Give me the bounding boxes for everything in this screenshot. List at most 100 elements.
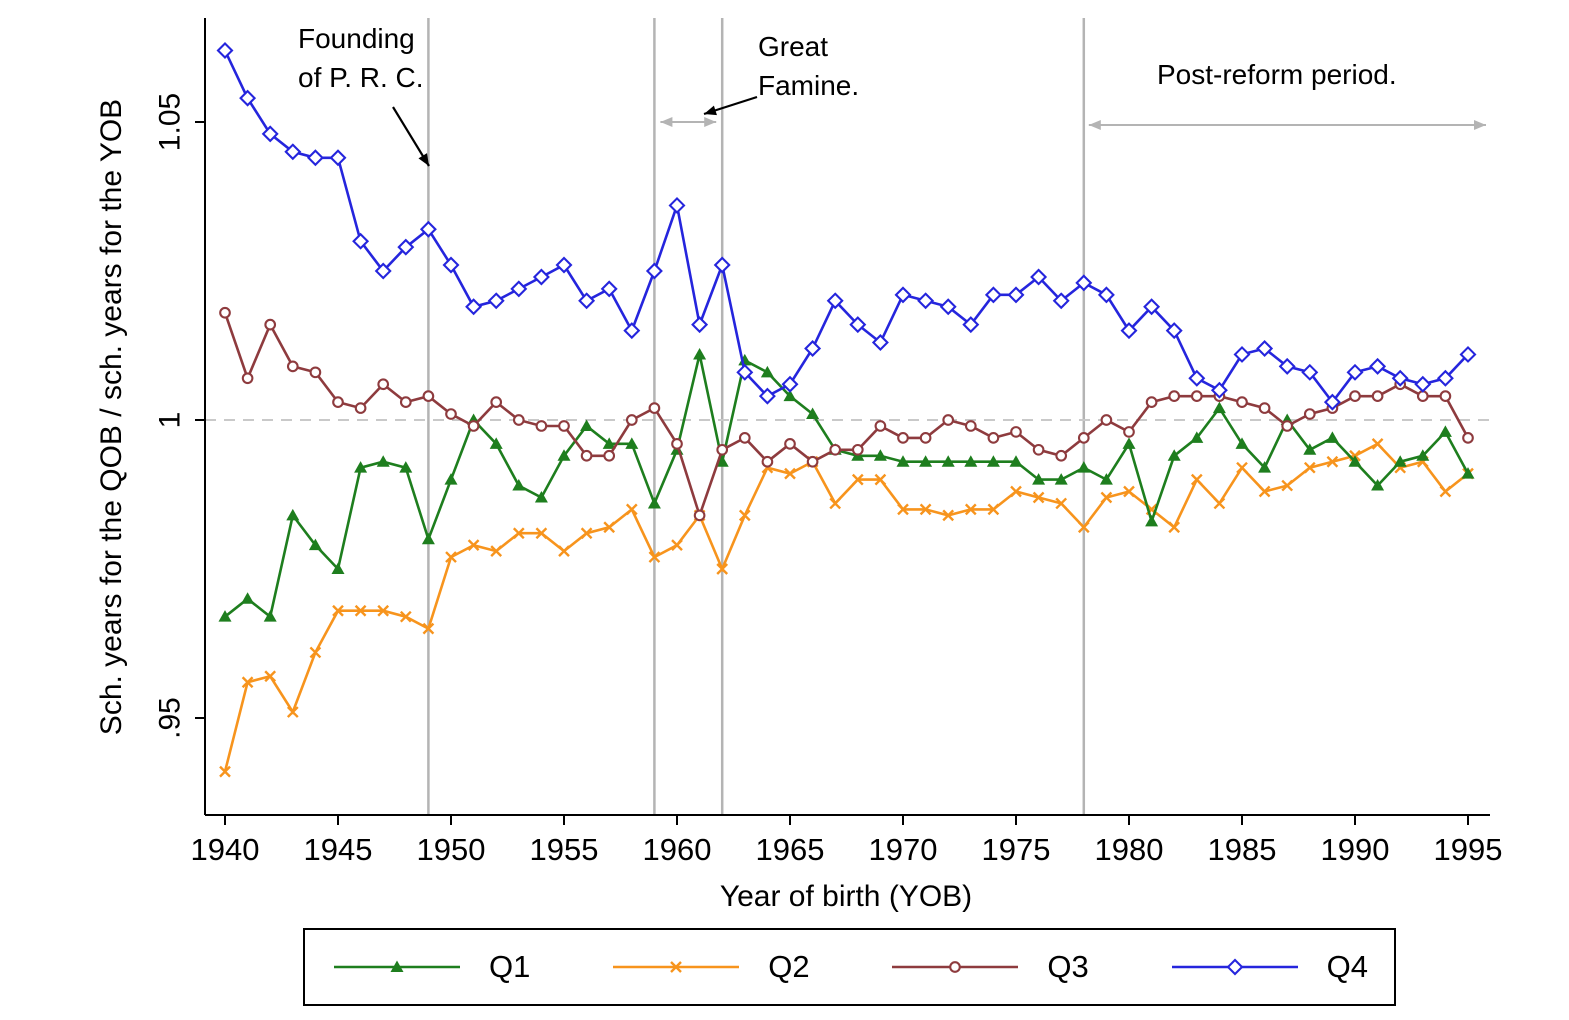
x-marker bbox=[1281, 479, 1294, 492]
diamond-marker bbox=[826, 292, 844, 310]
legend-label-q1: Q1 bbox=[489, 949, 531, 984]
x-marker bbox=[784, 467, 796, 480]
x-marker bbox=[919, 503, 932, 516]
circle-marker bbox=[490, 396, 503, 408]
diamond-marker bbox=[600, 280, 618, 298]
x-marker bbox=[1190, 473, 1203, 486]
diamond-marker bbox=[758, 387, 776, 405]
diamond-marker bbox=[1165, 322, 1183, 340]
circle-marker bbox=[1258, 402, 1271, 414]
q2-legend-sample bbox=[613, 961, 740, 973]
circle-marker bbox=[738, 432, 751, 444]
diamond-marker bbox=[487, 292, 505, 310]
circle-marker bbox=[1032, 443, 1045, 456]
triangle-marker bbox=[557, 449, 571, 461]
triangle-marker bbox=[1054, 473, 1068, 485]
x-axis-title: Year of birth (YOB) bbox=[719, 880, 973, 913]
circle-marker bbox=[1123, 426, 1135, 438]
circle-marker bbox=[1077, 432, 1090, 444]
x-marker bbox=[1032, 491, 1045, 504]
circle-marker bbox=[558, 420, 570, 432]
triangle-marker bbox=[1416, 449, 1430, 461]
legend-entry-q2: Q2 bbox=[610, 949, 810, 985]
circle-marker bbox=[1371, 390, 1384, 403]
diamond-marker bbox=[1226, 958, 1244, 976]
triangle-marker bbox=[647, 496, 661, 509]
q4-markers bbox=[216, 41, 1477, 411]
triangle-marker bbox=[964, 455, 978, 467]
triangle-marker bbox=[1009, 455, 1023, 467]
circle-marker bbox=[693, 509, 706, 522]
x-tick-label: 1950 bbox=[417, 832, 486, 867]
triangle-marker bbox=[286, 508, 300, 521]
triangle-marker bbox=[602, 437, 616, 449]
diamond-marker bbox=[1369, 357, 1387, 375]
circle-marker bbox=[467, 420, 480, 432]
legend-label-q3: Q3 bbox=[1047, 949, 1089, 984]
circle-marker bbox=[1055, 449, 1068, 462]
circle-marker bbox=[1100, 414, 1113, 426]
x-tick-label: 1980 bbox=[1095, 832, 1164, 867]
x-marker bbox=[422, 622, 435, 635]
circle-marker bbox=[1416, 390, 1429, 403]
circle-marker bbox=[264, 318, 277, 331]
arrow-head bbox=[1088, 120, 1101, 130]
q1-legend-sample bbox=[334, 960, 460, 972]
circle-marker bbox=[1462, 432, 1474, 444]
q4-legend-sample bbox=[1171, 958, 1298, 976]
diamond-marker bbox=[419, 220, 437, 238]
circle-marker bbox=[241, 372, 254, 385]
triangle-marker bbox=[1461, 467, 1475, 479]
diamond-marker bbox=[1007, 286, 1025, 304]
legend-entry-q4: Q4 bbox=[1169, 949, 1368, 985]
diamond-marker bbox=[1256, 339, 1274, 357]
circle-marker bbox=[309, 366, 322, 379]
circle-marker bbox=[1349, 390, 1361, 403]
x-marker bbox=[580, 527, 593, 540]
legend-label-q2: Q2 bbox=[768, 949, 810, 984]
diamond-marker bbox=[939, 298, 957, 316]
y-tick-label: 1.05 bbox=[154, 93, 187, 151]
circle-marker bbox=[1168, 390, 1181, 403]
triangle-marker bbox=[1032, 473, 1046, 485]
circle-marker bbox=[648, 402, 661, 414]
triangle-marker bbox=[1099, 473, 1113, 485]
circle-marker bbox=[445, 408, 457, 420]
triangle-marker bbox=[941, 455, 955, 467]
circle-marker bbox=[897, 432, 909, 444]
triangle-marker bbox=[1145, 514, 1159, 527]
triangle-marker bbox=[390, 960, 404, 972]
triangle-marker bbox=[308, 538, 322, 551]
circle-marker bbox=[716, 443, 729, 456]
triangle-marker bbox=[489, 437, 503, 449]
triangle-marker bbox=[1190, 431, 1204, 443]
circle-marker bbox=[219, 306, 231, 319]
triangle-marker bbox=[421, 532, 435, 545]
diamond-marker bbox=[374, 262, 392, 280]
x-marker bbox=[671, 539, 683, 552]
diamond-marker bbox=[1436, 369, 1454, 387]
triangle-marker bbox=[354, 461, 368, 473]
diamond-marker bbox=[442, 256, 460, 274]
circle-marker bbox=[1190, 390, 1203, 403]
triangle-marker bbox=[331, 562, 345, 574]
x-marker bbox=[512, 527, 525, 540]
diamond-marker bbox=[894, 286, 912, 304]
x-marker bbox=[874, 473, 887, 486]
diamond-marker bbox=[917, 292, 935, 310]
triangle-marker bbox=[1348, 455, 1362, 467]
circle-marker bbox=[1010, 426, 1022, 438]
x-marker bbox=[558, 545, 570, 557]
circle-marker bbox=[671, 437, 683, 450]
x-marker bbox=[1123, 485, 1135, 498]
triangle-marker bbox=[1393, 455, 1407, 467]
triangle-marker bbox=[1235, 437, 1249, 449]
q3-markers bbox=[219, 306, 1474, 522]
y-axis-title: Sch. years for the QOB / sch. years for … bbox=[95, 98, 128, 736]
diamond-marker bbox=[1143, 298, 1161, 316]
arrow-head bbox=[1474, 120, 1486, 130]
circle-marker bbox=[377, 378, 390, 391]
diamond-marker bbox=[216, 41, 234, 59]
diamond-marker bbox=[465, 298, 483, 316]
x-marker bbox=[987, 503, 1000, 516]
